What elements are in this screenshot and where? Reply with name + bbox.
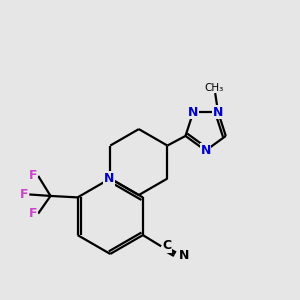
Text: CH₃: CH₃ (204, 83, 223, 93)
Text: N: N (103, 172, 114, 185)
Text: N: N (213, 106, 223, 119)
Text: N: N (178, 249, 189, 262)
Text: N: N (188, 106, 198, 119)
Text: F: F (28, 207, 37, 220)
Text: C: C (162, 239, 171, 252)
Text: N: N (200, 144, 211, 157)
Text: F: F (20, 188, 28, 201)
Text: F: F (28, 169, 37, 182)
